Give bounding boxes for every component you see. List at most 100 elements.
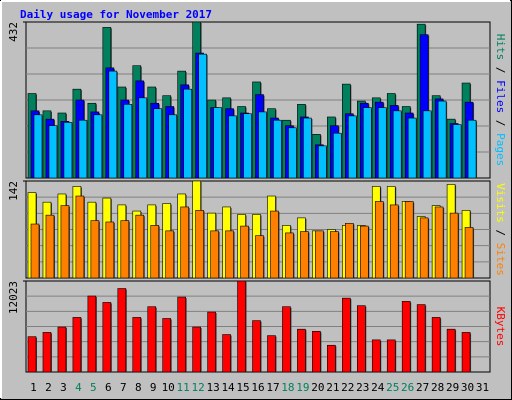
separator: / (494, 113, 507, 133)
bar (72, 317, 82, 373)
bar (273, 119, 282, 179)
bar (75, 195, 85, 279)
x-tick-label: 28 (431, 381, 444, 394)
bar (60, 205, 70, 279)
bar (297, 328, 306, 373)
y-tick-label: 432 (7, 22, 20, 42)
x-tick-label: 31 (476, 381, 489, 394)
bar (386, 339, 396, 373)
bar (225, 230, 234, 279)
bar (434, 206, 444, 279)
bar (132, 317, 142, 373)
x-tick-label: 29 (446, 381, 459, 394)
bar (30, 223, 40, 279)
x-tick-label: 4 (75, 381, 82, 394)
bar (312, 331, 321, 373)
bar (300, 231, 309, 279)
bar (288, 127, 297, 179)
bar (252, 320, 261, 373)
x-tick-label: 25 (386, 381, 399, 394)
bar (371, 339, 381, 373)
x-tick-label: 16 (251, 381, 264, 394)
bar (165, 230, 175, 279)
x-tick-label: 30 (461, 381, 474, 394)
bar (416, 304, 426, 373)
x-tick-label: 1 (30, 381, 37, 394)
bar (303, 117, 312, 179)
bar (123, 104, 133, 179)
bar (333, 132, 342, 179)
x-tick-label: 26 (401, 381, 414, 394)
bar (401, 301, 411, 373)
x-tick-label: 14 (221, 381, 235, 394)
bar (42, 332, 52, 373)
x-tick-label: 17 (266, 381, 279, 394)
bar (192, 326, 201, 373)
bar (377, 107, 387, 179)
bar (90, 220, 100, 279)
x-tick-label: 2 (45, 381, 52, 394)
legend-text: Visits / Sites (494, 183, 507, 276)
bar (207, 311, 216, 373)
bar (63, 122, 73, 179)
bar (228, 115, 237, 179)
legend-entry: KBytes (494, 307, 507, 347)
bar (356, 305, 366, 373)
bar (78, 119, 88, 179)
x-tick-label: 7 (120, 381, 127, 394)
bar (374, 201, 384, 279)
bar (270, 210, 279, 279)
legend: KBytes (494, 307, 507, 347)
x-tick-label: 9 (150, 381, 157, 394)
bar (348, 115, 357, 179)
bar (255, 235, 264, 279)
bar (449, 212, 459, 279)
bar (240, 225, 249, 279)
x-tick-label: 10 (162, 381, 175, 394)
bar (285, 232, 294, 279)
bar (315, 230, 324, 279)
bar (57, 326, 67, 373)
bar (437, 100, 447, 179)
y-tick-label: 142 (7, 181, 20, 201)
bar (135, 214, 145, 279)
x-tick-label: 21 (326, 381, 339, 394)
bar (282, 306, 291, 373)
bar (198, 53, 207, 179)
bar (168, 114, 178, 179)
bar (392, 110, 402, 179)
legend-entry: Sites (494, 243, 507, 276)
x-tick-label: 24 (371, 381, 385, 394)
bar (243, 113, 252, 179)
x-tick-label: 20 (311, 381, 324, 394)
bar (150, 225, 160, 279)
bar (419, 217, 429, 279)
bar (452, 124, 462, 179)
bar (138, 97, 148, 179)
bar (222, 334, 231, 373)
legend-entry: Pages (494, 133, 507, 166)
bar (464, 227, 474, 279)
x-tick-label: 19 (296, 381, 309, 394)
bar (180, 206, 189, 279)
bar (45, 214, 55, 279)
bar (93, 114, 103, 179)
bar (213, 107, 222, 179)
bar (108, 70, 118, 179)
x-tick-label: 6 (105, 381, 112, 394)
bar (102, 302, 112, 373)
x-tick-label: 12 (192, 381, 205, 394)
legend: Visits / Sites (494, 183, 507, 276)
legend: Hits / Files / Pages (494, 34, 507, 167)
bar (342, 297, 351, 373)
legend-text: Hits / Files / Pages (494, 34, 507, 167)
bar (183, 88, 192, 179)
legend-entry: Hits (494, 34, 507, 61)
legend-text: KBytes (494, 307, 507, 347)
x-tick-label: 18 (281, 381, 294, 394)
x-tick-label: 11 (177, 381, 190, 394)
bar (147, 306, 157, 373)
x-tick-label: 23 (356, 381, 369, 394)
separator: / (494, 223, 507, 243)
x-tick-label: 22 (341, 381, 354, 394)
